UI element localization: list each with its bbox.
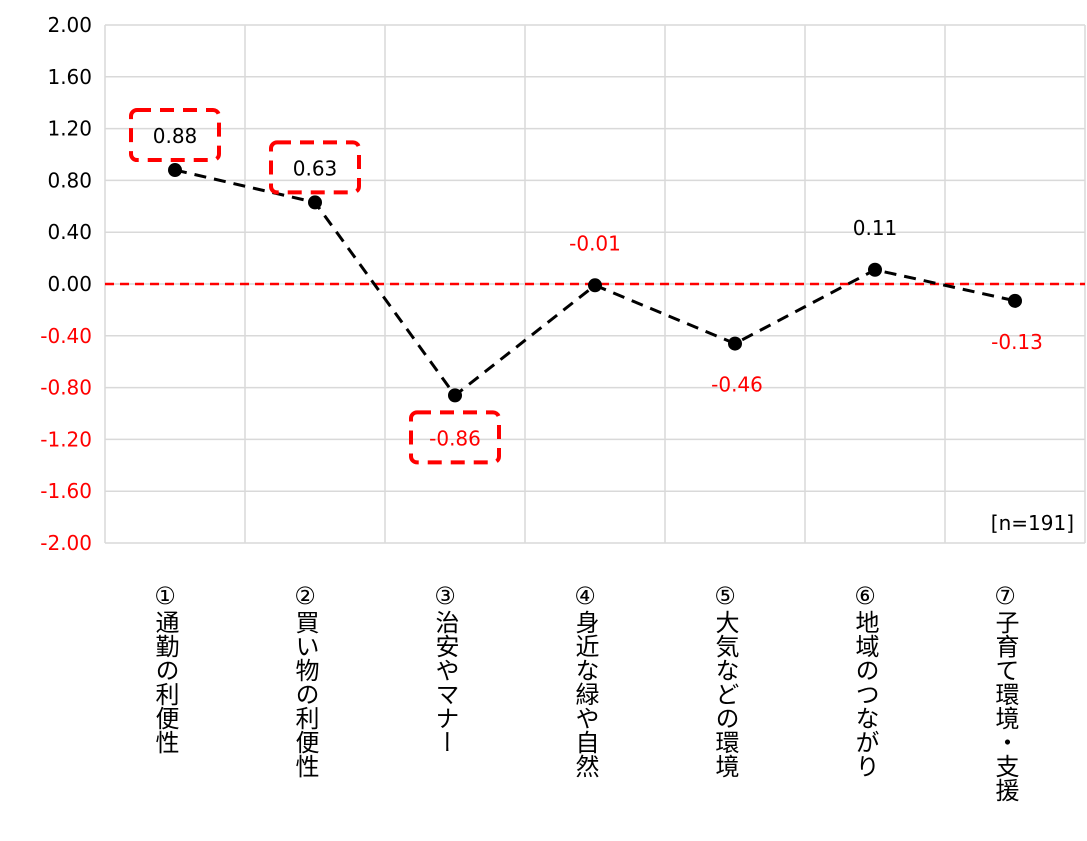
x-axis: ①通勤の利便性 ②買い物の利便性 ③治安やマナー ④身近な緑や自然 ⑤大気などの環境 ⑥地… <box>151 582 1019 802</box>
x-category-label: ③治安やマナー <box>431 582 459 754</box>
data-label: -0.46 <box>711 373 763 397</box>
x-category-label: ⑦子育て環境・支援 <box>991 582 1019 802</box>
data-points <box>168 163 1022 403</box>
x-category-label: ②買い物の利便性 <box>291 582 319 778</box>
y-tick-label: -0.80 <box>40 376 92 400</box>
x-category-label: ①通勤の利便性 <box>151 582 179 754</box>
highlight-box <box>409 410 501 465</box>
data-point <box>168 163 182 178</box>
data-labels: 0.88 0.63 -0.86 -0.01 -0.46 0.11 -0.13 <box>153 124 1043 450</box>
y-tick-label: 2.00 <box>47 13 92 37</box>
y-tick-label: 0.40 <box>47 220 92 244</box>
y-tick-label: 1.20 <box>47 117 92 141</box>
highlight-box <box>129 108 221 163</box>
data-point <box>308 195 322 210</box>
data-label: -0.86 <box>429 426 481 450</box>
y-tick-label: -1.20 <box>40 427 92 451</box>
sample-size-note: [n=191] <box>991 511 1074 535</box>
x-category-label: ④身近な緑や自然 <box>571 582 599 778</box>
data-label: 0.11 <box>853 216 898 240</box>
x-category-label: ⑤大気などの環境 <box>711 582 739 778</box>
y-tick-label: -1.60 <box>40 479 92 503</box>
data-point <box>728 336 742 351</box>
y-tick-label: 0.00 <box>47 272 92 296</box>
data-label: 0.63 <box>293 156 338 180</box>
data-label: -0.13 <box>991 330 1043 354</box>
data-point <box>588 278 602 293</box>
y-axis: 2.00 1.60 1.20 0.80 0.40 0.00 -0.40 -0.80 -1.20 -… <box>40 13 92 555</box>
y-tick-label: 1.60 <box>47 65 92 89</box>
highlight-boxes <box>129 108 501 465</box>
data-label: 0.88 <box>153 124 198 148</box>
y-tick-label: -2.00 <box>40 531 92 555</box>
x-category-label: ⑥地域のつながり <box>851 582 879 778</box>
highlight-box <box>269 140 361 195</box>
y-tick-label: -0.40 <box>40 324 92 348</box>
data-label: -0.01 <box>569 231 621 255</box>
data-point <box>868 262 882 277</box>
y-tick-label: 0.80 <box>47 168 92 192</box>
data-point <box>1008 293 1022 308</box>
data-point <box>448 388 462 403</box>
